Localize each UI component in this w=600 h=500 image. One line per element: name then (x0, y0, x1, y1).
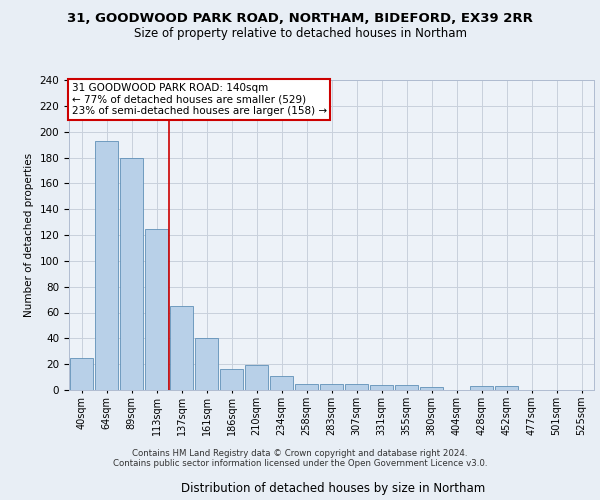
Y-axis label: Number of detached properties: Number of detached properties (24, 153, 34, 317)
Bar (245, 366, 268, 390)
Bar (95, 140, 118, 390)
Bar (119, 158, 143, 390)
Bar (145, 228, 169, 390)
Text: 31, GOODWOOD PARK ROAD, NORTHAM, BIDEFORD, EX39 2RR: 31, GOODWOOD PARK ROAD, NORTHAM, BIDEFOR… (67, 12, 533, 26)
Bar (419, 388, 443, 390)
Text: Size of property relative to detached houses in Northam: Size of property relative to detached ho… (133, 28, 467, 40)
Bar (70, 358, 94, 390)
Bar (194, 338, 218, 390)
Bar (344, 384, 368, 390)
Bar (320, 384, 343, 390)
Text: Contains public sector information licensed under the Open Government Licence v3: Contains public sector information licen… (113, 458, 487, 468)
Bar (170, 306, 193, 390)
Bar (269, 376, 293, 390)
Text: Distribution of detached houses by size in Northam: Distribution of detached houses by size … (181, 482, 485, 495)
Bar (470, 386, 493, 390)
Text: 31 GOODWOOD PARK ROAD: 140sqm
← 77% of detached houses are smaller (529)
23% of : 31 GOODWOOD PARK ROAD: 140sqm ← 77% of d… (71, 83, 327, 116)
Text: Contains HM Land Registry data © Crown copyright and database right 2024.: Contains HM Land Registry data © Crown c… (132, 448, 468, 458)
Bar (370, 385, 394, 390)
Bar (220, 370, 244, 390)
Bar (494, 386, 518, 390)
Bar (395, 385, 418, 390)
Bar (295, 384, 319, 390)
